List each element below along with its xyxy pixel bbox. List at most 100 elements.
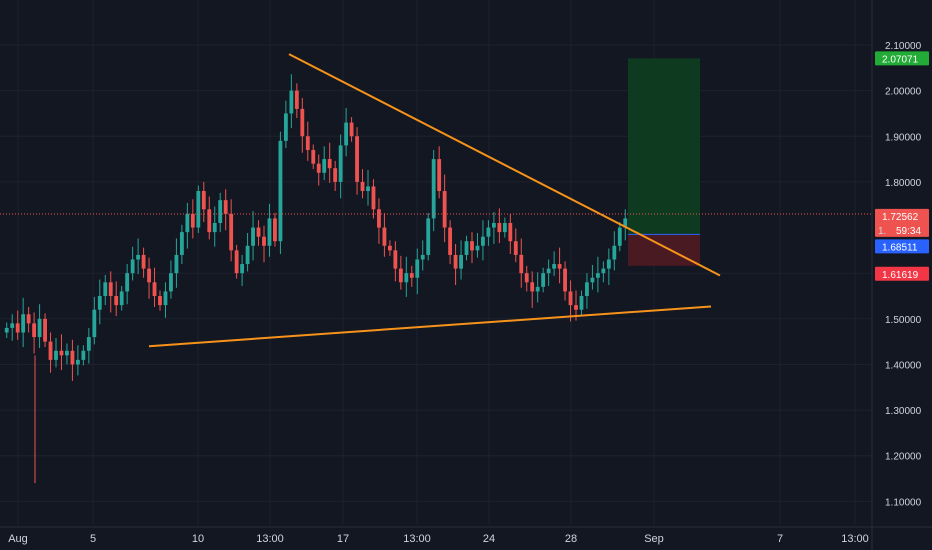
candle-body — [349, 122, 354, 137]
candle-body — [311, 149, 316, 164]
y-tick-label: 1.50000 — [885, 315, 922, 326]
candle — [37, 304, 42, 349]
target-price-text: 2.07071 — [882, 54, 919, 65]
candle-body — [223, 200, 228, 214]
candle — [585, 273, 589, 309]
candle-body — [316, 163, 321, 173]
candle-body — [234, 250, 239, 274]
candle-body — [218, 200, 223, 223]
candle-body — [43, 318, 47, 342]
candle-body — [289, 90, 294, 114]
candle — [595, 256, 600, 293]
y-tick-label: 1.30000 — [885, 406, 922, 417]
support-trendline[interactable] — [148, 305, 712, 348]
time-axis[interactable]: Aug 5 10 13:00 17 13:00 24 28 Sep 7 13:00 — [0, 526, 932, 545]
candle-body — [574, 305, 578, 310]
candle-body — [519, 254, 524, 274]
candle — [431, 149, 436, 232]
candle-body — [179, 232, 184, 255]
candle-body — [59, 350, 64, 356]
candle — [10, 314, 15, 341]
candle — [491, 212, 496, 244]
resistance-trendline[interactable] — [288, 53, 721, 277]
countdown-text: 59:34 — [896, 226, 921, 237]
candle — [475, 233, 480, 258]
candle — [59, 334, 64, 370]
candle — [278, 131, 283, 255]
candle-body — [327, 159, 332, 169]
candle — [207, 196, 212, 240]
x-tick-label: 28 — [565, 533, 577, 545]
candle — [32, 312, 37, 354]
candle — [196, 185, 201, 234]
candle-body — [491, 222, 496, 228]
candle-body — [377, 209, 381, 228]
candle — [420, 240, 425, 271]
candle — [185, 202, 190, 249]
candle — [267, 203, 272, 257]
y-tick-label: 1.10000 — [885, 497, 922, 508]
candle-body — [459, 254, 463, 269]
candle-body — [409, 273, 414, 278]
candle — [349, 117, 354, 142]
candle — [26, 306, 31, 333]
candle-body — [108, 282, 113, 296]
candle-body — [437, 159, 442, 192]
candle — [179, 224, 184, 265]
candle-body — [398, 268, 403, 283]
candle — [404, 256, 409, 297]
candle — [97, 279, 102, 325]
candle — [606, 248, 611, 286]
candle-body — [568, 291, 573, 306]
candle-body — [278, 140, 283, 242]
candle — [294, 83, 299, 119]
candle-body — [103, 282, 108, 296]
candle-body — [590, 277, 595, 283]
candle — [552, 251, 557, 276]
candle-body — [136, 254, 141, 260]
y-tick-label: 1.40000 — [885, 360, 922, 371]
candle-body — [190, 213, 195, 228]
candle — [158, 290, 162, 311]
candle — [174, 238, 179, 288]
x-tick-label: 24 — [483, 533, 495, 545]
trendlines[interactable] — [148, 53, 721, 348]
candle — [360, 169, 365, 199]
candle — [245, 233, 250, 272]
candle — [240, 254, 245, 286]
candle — [15, 310, 20, 340]
stop-zone[interactable] — [628, 234, 700, 266]
candle-body — [185, 213, 190, 233]
candle — [305, 121, 310, 161]
candle-body — [26, 314, 31, 324]
candle — [201, 181, 206, 223]
candle — [103, 275, 108, 306]
candle — [442, 174, 447, 243]
candle-body — [21, 314, 26, 333]
candle — [338, 134, 343, 199]
candle-body — [563, 268, 567, 292]
candle — [169, 260, 173, 299]
candle — [75, 345, 80, 376]
stop-price-text: 1.61619 — [882, 270, 919, 281]
stop-price-label: 1.61619 — [875, 266, 929, 281]
candle — [327, 142, 332, 183]
y-tick-label: 1.90000 — [885, 132, 922, 143]
candle-body — [333, 168, 338, 182]
candle-body — [81, 350, 86, 360]
candle — [322, 146, 327, 181]
price-axis[interactable]: 1.100001.200001.300001.400001.500001.600… — [871, 0, 929, 550]
candle-body — [256, 227, 261, 237]
candle-body — [601, 268, 606, 274]
candle-body — [4, 327, 9, 333]
candle — [486, 220, 491, 246]
candle — [617, 222, 622, 252]
candle — [459, 240, 463, 280]
candle — [371, 179, 376, 219]
candle — [393, 241, 398, 282]
candle-body — [475, 245, 480, 251]
candle-body — [207, 209, 212, 233]
target-zone[interactable] — [628, 58, 700, 235]
candle — [448, 220, 453, 265]
